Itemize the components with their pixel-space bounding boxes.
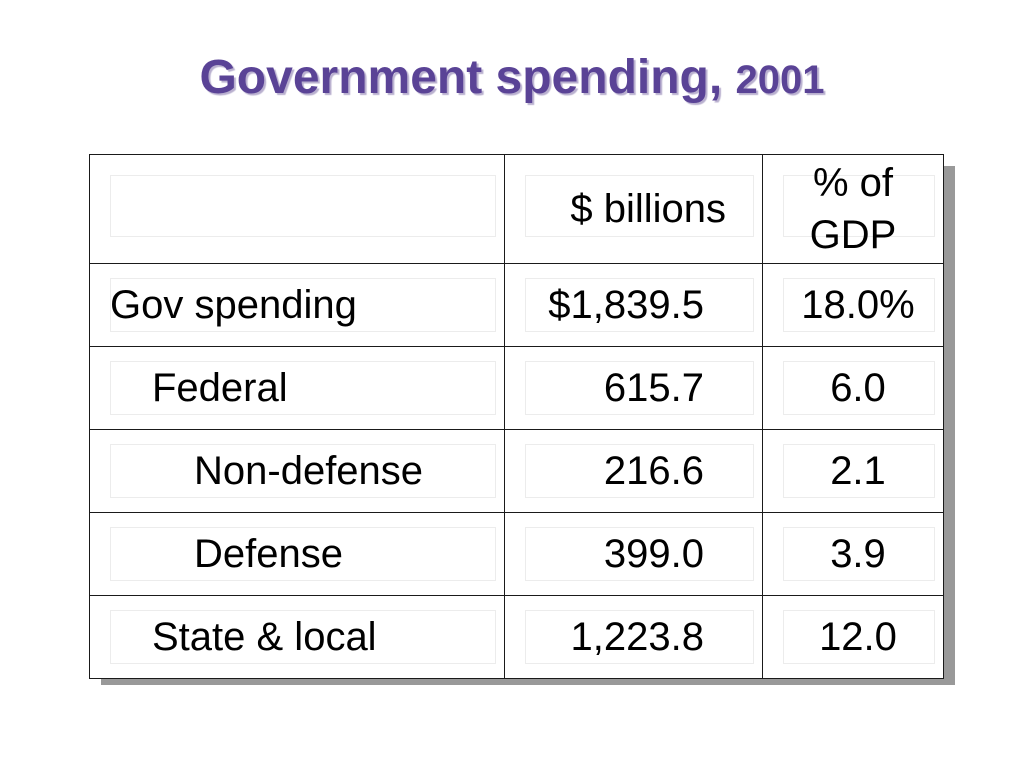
table-row: Defense 399.0 3.9 [89, 512, 944, 596]
row-value: 1,223.8 [570, 615, 704, 659]
row-pct-cell: 18.0% [762, 263, 944, 347]
row-label: Defense [194, 532, 343, 576]
row-value: 216.6 [603, 449, 704, 493]
row-label-cell: State & local [89, 595, 505, 679]
row-pct: 6.0 [830, 366, 886, 410]
table-row: Non-defense 216.6 2.1 [89, 429, 944, 513]
table-row: State & local 1,223.8 12.0 [89, 595, 944, 679]
row-pct-cell: 3.9 [762, 512, 944, 596]
table-header-row: $ billions % of GDP [89, 154, 944, 264]
row-label-cell: Federal [89, 346, 505, 430]
row-value-cell: 1,223.8 [504, 595, 763, 679]
header-cell-value: $ billions [504, 154, 763, 264]
table-row: Federal 615.7 6.0 [89, 346, 944, 430]
row-label: State & local [152, 615, 377, 659]
slide-title: Government spending, 2001 [0, 48, 1024, 110]
spending-table: $ billions % of GDP Gov spending $1,839.… [89, 154, 944, 679]
row-pct-cell: 12.0 [762, 595, 944, 679]
row-label-cell: Defense [89, 512, 505, 596]
row-pct: 2.1 [830, 449, 886, 493]
header-pct-gdp-text: % of GDP [809, 161, 897, 257]
row-value: $1,839.5 [548, 283, 704, 327]
row-label: Federal [152, 366, 288, 410]
row-value: 615.7 [603, 366, 704, 410]
title-year: 2001 [735, 58, 825, 102]
row-value-cell: 216.6 [504, 429, 763, 513]
row-label: Non-defense [194, 449, 424, 493]
row-pct-cell: 6.0 [762, 346, 944, 430]
header-cell-pct: % of GDP [762, 154, 944, 264]
title-main: Government spending, [199, 51, 736, 104]
row-value-cell: 615.7 [504, 346, 763, 430]
row-label: Gov spending [110, 283, 357, 327]
row-value-cell: 399.0 [504, 512, 763, 596]
row-value-cell: $1,839.5 [504, 263, 763, 347]
row-pct: 3.9 [830, 532, 886, 576]
table-row: Gov spending $1,839.5 18.0% [89, 263, 944, 347]
row-label-cell: Gov spending [89, 263, 505, 347]
row-pct: 12.0 [819, 615, 897, 659]
header-billions-text: $ billions [570, 187, 726, 231]
row-label-cell: Non-defense [89, 429, 505, 513]
row-value: 399.0 [603, 532, 704, 576]
row-pct-cell: 2.1 [762, 429, 944, 513]
row-pct: 18.0% [801, 283, 915, 327]
header-cell-label [89, 154, 505, 264]
